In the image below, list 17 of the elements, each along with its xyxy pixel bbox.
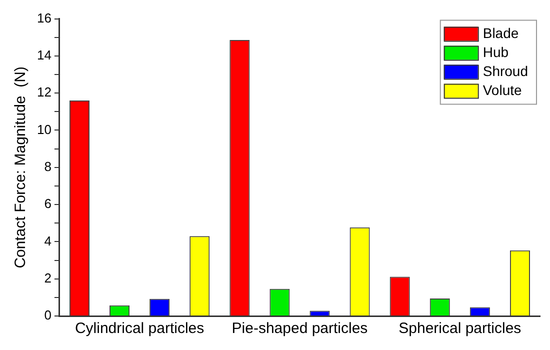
y-tick-label: 12: [36, 84, 52, 100]
x-tick-label: Cylindrical particles: [74, 320, 204, 338]
legend-label: Volute: [482, 82, 522, 98]
x-tick-label: Pie-shaped particles: [232, 320, 368, 338]
y-tick-label: 14: [36, 48, 52, 63]
y-tick-label: 2: [44, 270, 52, 286]
y-tick-label: 16: [36, 10, 52, 26]
x-tick-label: Spherical particles: [398, 320, 522, 338]
y-tick-label: 8: [44, 158, 52, 174]
legend-label: Blade: [482, 25, 519, 42]
y-tick-label: 0: [44, 308, 52, 323]
legend-label: Hub: [482, 44, 509, 60]
legend-label: Shroud: [482, 63, 528, 80]
y-tick-label: 6: [44, 196, 52, 212]
y-axis-title: Contact Force: Magnitude (N): [12, 66, 30, 268]
y-tick-label: 10: [36, 122, 52, 137]
y-tick-label: 4: [44, 233, 52, 248]
